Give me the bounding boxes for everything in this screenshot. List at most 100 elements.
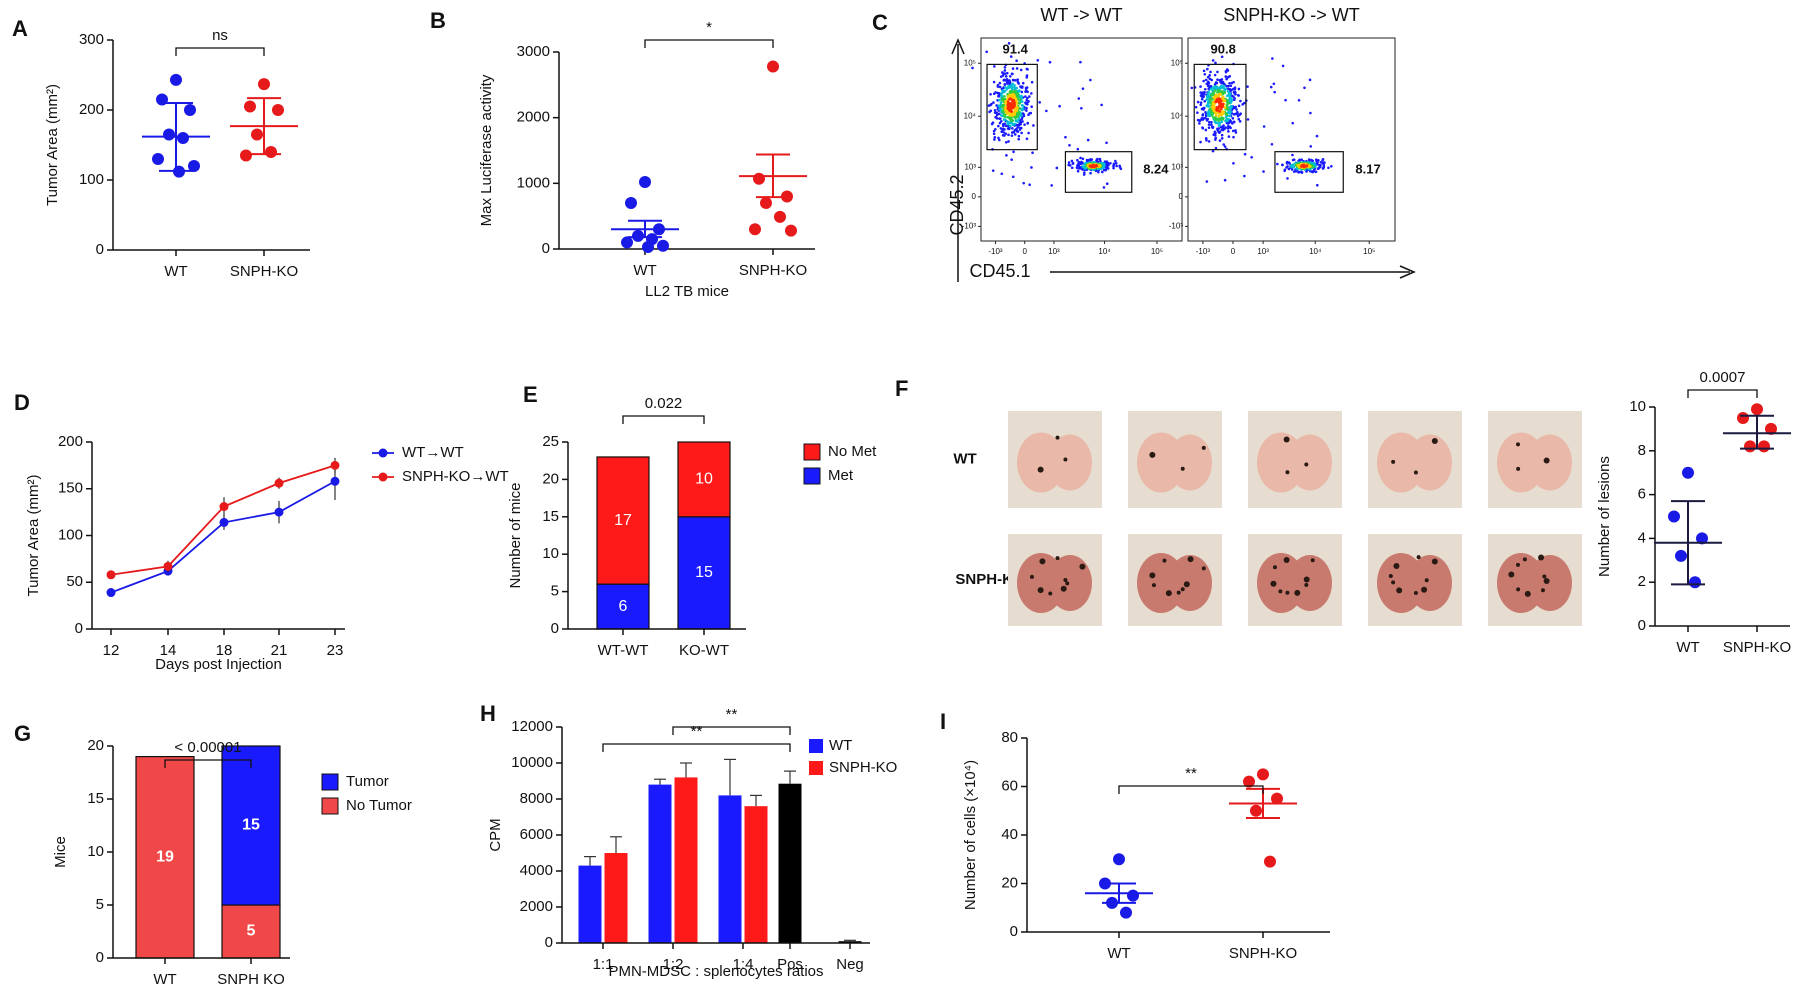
data-point [106, 570, 116, 580]
lung-lobe [1408, 555, 1452, 611]
x-axis-label: PMN-MDSC : splenocytes ratios [608, 963, 823, 980]
event-dot [999, 117, 1002, 120]
event-dot [1024, 86, 1028, 90]
event-dot [1203, 87, 1207, 91]
lesion-spot [1540, 588, 1545, 593]
event-dot [1000, 130, 1004, 134]
lesion-spot [1278, 589, 1283, 594]
event-dot [1207, 140, 1211, 143]
event-dot [1030, 105, 1033, 109]
y-tick-label: 8 [1638, 442, 1646, 459]
event-dot [1025, 137, 1029, 141]
event-dot [995, 111, 999, 114]
event-dot [1309, 111, 1312, 115]
lesion-spot [1283, 557, 1290, 564]
bar-value-label: 15 [695, 564, 713, 581]
event-dot [1118, 164, 1121, 168]
significance-bracket [1118, 785, 1264, 794]
data-dot [177, 132, 189, 144]
event-dot [1228, 81, 1231, 85]
event-dot [1309, 145, 1313, 148]
lesion-spot [1391, 580, 1396, 585]
x-tick-label: Pos [777, 956, 803, 973]
legend-label: WT [829, 737, 852, 754]
significance-label: 0.0007 [1700, 369, 1746, 386]
legend-swatch [809, 761, 823, 775]
gate [1193, 63, 1247, 151]
event-dot [1003, 94, 1006, 98]
event-dot [1026, 90, 1029, 94]
event-dot [993, 65, 996, 68]
event-dot [1226, 124, 1230, 128]
event-dot [1300, 158, 1303, 161]
event-dot [1100, 170, 1104, 174]
x-tick-label: WT [633, 262, 656, 279]
event-dot [1114, 162, 1118, 165]
event-dot [1005, 87, 1009, 91]
y-tick-label: 10³ [964, 162, 976, 171]
event-dot [1196, 100, 1200, 104]
event-dot [1070, 159, 1074, 163]
event-dot [991, 121, 995, 124]
lesion-spot [1303, 576, 1310, 583]
event-dot [1246, 85, 1249, 88]
bar [718, 795, 742, 943]
y-axis-label: Number of mice [507, 483, 524, 589]
event-dot [1237, 117, 1241, 121]
event-dot [1190, 86, 1194, 90]
y-tick-label: 6000 [520, 826, 553, 843]
data-dot [639, 176, 651, 189]
plot-frame [1187, 37, 1396, 242]
event-dot [1089, 159, 1093, 162]
lesion-spot [1310, 558, 1315, 563]
lesion-spot [1039, 558, 1046, 565]
event-dot [1024, 90, 1027, 93]
significance-bracket [175, 47, 265, 56]
event-dot [1223, 178, 1227, 182]
lesion-spot [1285, 470, 1290, 475]
lesion-spot [1413, 590, 1418, 595]
event-dot [1220, 133, 1224, 137]
significance-label: < 0.00001 [174, 739, 241, 756]
y-tick-label: 0 [1638, 617, 1646, 634]
event-dot [1012, 78, 1015, 82]
event-dot [1003, 69, 1007, 72]
event-dot [994, 127, 997, 131]
event-dot [1220, 120, 1224, 124]
event-dot [1200, 97, 1204, 101]
event-dot [1303, 86, 1306, 90]
event-dot [1004, 118, 1007, 121]
event-dot [1231, 117, 1235, 120]
event-dot [1007, 133, 1010, 137]
significance-bracket [672, 726, 791, 735]
event-dot [1112, 164, 1115, 168]
event-dot [1004, 140, 1008, 144]
event-dot [1089, 171, 1092, 175]
panel-letter: B [430, 8, 446, 33]
event-dot [1003, 89, 1007, 93]
bar-value-label: 15 [242, 817, 260, 834]
plot-title: SNPH-KO -> WT [1223, 5, 1360, 25]
event-dot [1225, 77, 1228, 81]
y-tick-label: 200 [58, 433, 83, 450]
data-dot [1113, 853, 1125, 866]
event-dot [1032, 124, 1035, 127]
lung-lobe [1288, 555, 1332, 611]
y-tick-label: 10⁴ [964, 111, 977, 120]
legend-marker [378, 472, 388, 482]
event-dot [1209, 84, 1213, 88]
lesion-spot [1424, 578, 1429, 583]
x-tick-label: WT [1676, 639, 1699, 656]
lesion-spot [1431, 437, 1438, 444]
lesion-spot [1149, 572, 1156, 579]
event-dot [1017, 137, 1021, 141]
event-dot [1018, 126, 1022, 130]
event-dot [999, 127, 1003, 130]
y-axis-label: Number of lesions [1596, 456, 1613, 577]
event-dot [1284, 98, 1287, 102]
significance-label: 0.022 [645, 395, 683, 412]
bar [648, 784, 672, 943]
significance-bracket [602, 743, 791, 752]
event-dot [1318, 163, 1321, 167]
event-dot [1291, 121, 1295, 125]
